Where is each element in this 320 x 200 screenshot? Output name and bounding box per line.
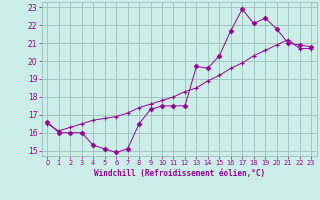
X-axis label: Windchill (Refroidissement éolien,°C): Windchill (Refroidissement éolien,°C) xyxy=(94,169,265,178)
